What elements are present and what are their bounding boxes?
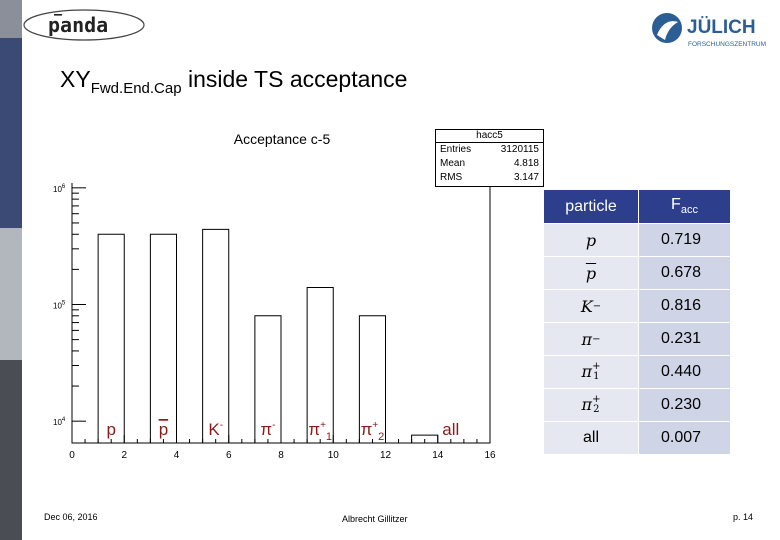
particle-symbol: all: [582, 429, 599, 446]
x-tick-label: 4: [174, 450, 180, 461]
particle-cell: p: [543, 223, 639, 257]
stats-label: Mean: [440, 158, 466, 169]
table-row: p 0.719: [543, 223, 731, 257]
facc-value: 0.231: [638, 322, 731, 356]
x-tick-label: 14: [432, 450, 444, 461]
particle-cell: p: [543, 256, 639, 290]
y-tick-label: 105: [53, 301, 66, 311]
particle-cell: π +2: [543, 388, 639, 422]
panda-logo: panda: [23, 9, 145, 41]
table-row: p 0.678: [543, 256, 731, 290]
particle-cell: π +1: [543, 355, 639, 389]
histogram-bar: [358, 315, 386, 443]
facc-value: 0.816: [638, 289, 731, 323]
particle-cell: all: [543, 421, 639, 455]
table-body: p 0.719 p 0.678 K −0.816 π −0.231 π +1 0.440 π +2 0.2…: [543, 223, 731, 455]
x-tick-label: 10: [328, 450, 340, 461]
histogram-bar: [97, 233, 125, 443]
sidebar-stripe: [0, 228, 22, 360]
histogram-bar: [202, 228, 230, 443]
stats-value: 4.818: [513, 158, 539, 169]
particle-cell: K −: [543, 289, 639, 323]
bin-label: π-: [260, 420, 275, 439]
sidebar-stripe: [0, 0, 22, 38]
stats-label: Entries: [440, 144, 472, 155]
chart-title: Acceptance c-5: [234, 131, 331, 147]
x-tick-label: 0: [69, 450, 75, 461]
x-tick-label: 2: [121, 450, 127, 461]
particle-charge: −: [592, 301, 602, 312]
bin-label: π+1: [308, 420, 332, 443]
stats-row: RMS 3.147: [436, 171, 543, 185]
particle-cell: π −: [543, 322, 639, 356]
table-header-row: particle Facc: [543, 189, 731, 224]
particle-symbol: p: [585, 230, 597, 250]
header-facc-label: F: [671, 196, 681, 214]
footer-author: Albrecht Gillitzer: [342, 514, 408, 524]
header-facc-sub: acc: [680, 204, 698, 217]
stats-row: Entries 3120115: [436, 143, 543, 157]
juelich-name: JÜLICH: [687, 17, 756, 38]
stats-label: RMS: [440, 172, 463, 183]
title-rest: inside TS acceptance: [181, 66, 408, 92]
sidebar-stripe: [0, 360, 22, 540]
particle-symbol: π: [581, 394, 593, 414]
panda-logo-text: panda: [48, 13, 108, 37]
particle-charge: +: [592, 394, 601, 406]
bin-label: π+2: [361, 420, 385, 443]
stats-value: 3120115: [500, 144, 539, 155]
facc-value: 0.230: [638, 388, 731, 422]
bin-label: p: [106, 420, 115, 439]
stats-row: Mean 4.818: [436, 157, 543, 171]
stats-value: 3.147: [513, 172, 539, 183]
particle-index: 2: [593, 404, 600, 416]
bin-label: p: [159, 420, 168, 439]
histogram-bar: [149, 233, 177, 443]
stats-title: hacc5: [436, 130, 543, 143]
y-tick-label: 106: [53, 184, 66, 194]
table-row: π +2 0.230: [543, 388, 731, 422]
facc-value: 0.719: [638, 223, 731, 257]
stats-box: hacc5 Entries 3120115 Mean 4.818 RMS 3.147: [435, 129, 544, 187]
bin-label: K-: [208, 420, 223, 439]
title-main: XY: [60, 66, 91, 92]
particle-symbol: π: [581, 361, 593, 381]
x-tick-label: 6: [226, 450, 232, 461]
slide-title: XYFwd.End.Cap inside TS acceptance: [60, 66, 408, 97]
table-row: K −0.816: [543, 289, 731, 323]
header-particle: particle: [543, 189, 639, 224]
bin-label: all: [442, 420, 459, 439]
table-row: all 0.007: [543, 421, 731, 455]
sidebar-stripe: [0, 38, 22, 228]
particle-index: 1: [593, 371, 600, 383]
header-facc: Facc: [638, 189, 731, 224]
juelich-subtitle: FORSCHUNGSZENTRUM: [688, 41, 766, 48]
table-row: π −0.231: [543, 322, 731, 356]
particle-symbol: p: [585, 263, 597, 283]
x-tick-label: 8: [278, 450, 284, 461]
juelich-logo: JÜLICH FORSCHUNGSZENTRUM: [652, 13, 766, 48]
sidebar-stripes: [0, 0, 22, 540]
histogram-bar: [254, 315, 282, 443]
x-tick-label: 12: [380, 450, 392, 461]
facc-table: particle Facc p 0.719 p 0.678 K −0.816 π −0.231…: [543, 189, 731, 455]
footer-date: Dec 06, 2016: [44, 512, 98, 522]
x-tick-label: 16: [484, 450, 496, 461]
title-subscript: Fwd.End.Cap: [90, 80, 182, 97]
y-tick-label: 104: [53, 417, 66, 427]
particle-charge: +: [592, 361, 601, 373]
footer-page: p. 14: [733, 512, 754, 522]
facc-value: 0.007: [638, 421, 731, 455]
particle-symbol: K: [580, 296, 593, 316]
particle-charge: −: [592, 334, 601, 345]
facc-value: 0.440: [638, 355, 731, 389]
histogram-bar: [306, 286, 334, 443]
table-row: π +1 0.440: [543, 355, 731, 389]
facc-value: 0.678: [638, 256, 731, 290]
particle-symbol: π: [581, 329, 593, 349]
